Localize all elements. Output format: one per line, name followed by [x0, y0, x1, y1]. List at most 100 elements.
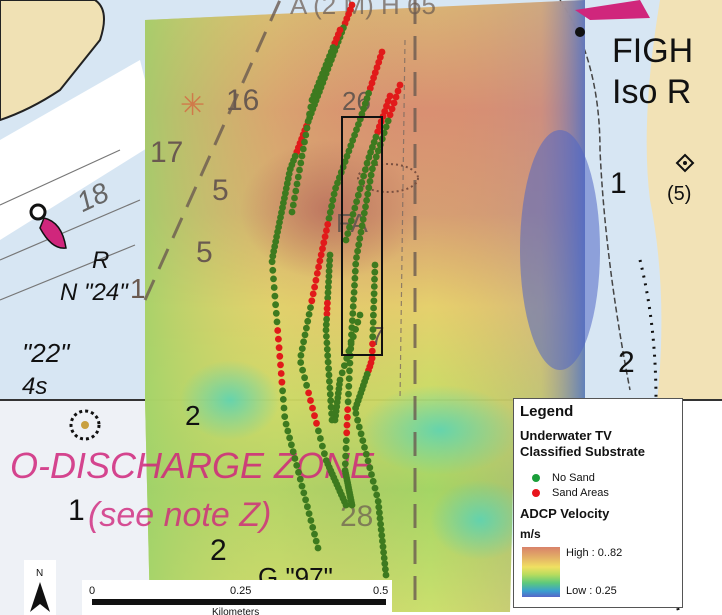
no-sand-point	[366, 464, 374, 472]
red-buoy-r-icon	[29, 203, 67, 249]
no-sand-point	[326, 208, 334, 216]
label-fight: FIGH	[612, 32, 693, 70]
no-sand-point	[352, 260, 360, 268]
no-sand-point	[270, 275, 277, 283]
no-sand-point	[338, 369, 346, 377]
no-sand-point	[357, 430, 365, 438]
no-sand-point	[299, 145, 307, 153]
label-depth-16: 16	[226, 84, 259, 117]
survey-tracks	[268, 1, 404, 579]
no-sand-point	[341, 158, 349, 166]
no-sand-point	[349, 303, 357, 310]
sand-area-point	[321, 233, 329, 241]
north-arrow-icon: N	[24, 560, 56, 615]
no-sand-point	[360, 172, 367, 180]
no-sand-point	[371, 275, 378, 283]
sand-area-point	[390, 99, 398, 107]
label-depth-2b: 2	[185, 400, 201, 431]
no-sand-point	[349, 310, 357, 317]
spot-sounding-icon	[675, 153, 695, 173]
no-sand-point	[369, 477, 377, 485]
no-sand-point	[379, 537, 386, 545]
sand-area-point	[305, 389, 312, 397]
sand-area-point	[343, 429, 351, 437]
no-sand-point	[327, 403, 335, 411]
sand-area-point	[309, 404, 316, 412]
legend-item-sand-areas-label: Sand Areas	[552, 486, 609, 499]
no-sand-point	[371, 268, 379, 276]
no-sand-point	[288, 441, 295, 449]
no-sand-point	[298, 152, 306, 160]
no-sand-point	[370, 311, 377, 319]
sand-area-point	[313, 270, 321, 277]
label-buoy-4s: 4s	[22, 373, 47, 400]
no-sand-point	[279, 387, 286, 395]
no-sand-point	[304, 503, 311, 511]
no-sand-point	[301, 331, 309, 339]
no-sand-point	[289, 201, 297, 209]
no-sand-point	[382, 571, 390, 579]
no-sand-point	[365, 154, 373, 161]
no-sand-point	[300, 489, 308, 497]
no-sand-point	[370, 290, 378, 298]
no-sand-point	[354, 191, 362, 199]
no-sand-point	[382, 123, 390, 131]
legend-low-label: Low : 0.25	[566, 585, 617, 597]
no-sand-point	[325, 365, 332, 372]
no-sand-point	[325, 267, 333, 275]
sand-area-point	[309, 290, 317, 298]
sand-area-point	[369, 340, 376, 348]
no-sand-point	[349, 333, 357, 341]
no-sand-point	[352, 410, 360, 417]
sand-area-point	[370, 74, 377, 82]
no-sand-point	[380, 554, 388, 562]
no-sand-point	[342, 501, 350, 509]
study-area-box	[341, 116, 383, 356]
no-sand-point	[304, 117, 312, 125]
no-sand-point	[358, 110, 366, 118]
no-sand-point	[382, 565, 389, 573]
no-sand-point	[363, 95, 371, 102]
no-sand-point	[293, 462, 301, 469]
no-sand-point	[365, 184, 373, 192]
no-sand-point	[376, 515, 384, 522]
no-sand-point	[293, 180, 301, 188]
sand-area-point	[323, 310, 331, 318]
sand-area-point	[343, 421, 351, 429]
no-sand-point	[295, 468, 302, 476]
no-sand-point	[291, 194, 298, 202]
sand-area-point	[375, 58, 383, 66]
sand-area-point	[376, 53, 384, 61]
no-sand-point	[357, 228, 365, 236]
sand-area-point	[394, 87, 402, 95]
no-sand-point	[288, 208, 296, 216]
no-sand-point	[319, 442, 326, 450]
no-sand-point	[350, 296, 357, 303]
no-sand-point	[378, 532, 386, 539]
no-sand-point	[359, 437, 367, 444]
no-sand-point	[272, 301, 279, 309]
no-sand-point	[361, 100, 369, 107]
label-depth-1b: 1	[610, 167, 627, 200]
no-sand-point	[375, 503, 383, 511]
no-sand-point	[377, 526, 385, 534]
no-sand-point	[370, 297, 378, 305]
sand-area-point	[277, 370, 285, 377]
no-sand-point	[354, 318, 362, 326]
no-sand-point	[324, 358, 332, 366]
no-sand-point	[366, 178, 374, 185]
no-sand-dot-icon	[532, 473, 540, 482]
no-sand-point	[343, 354, 351, 362]
sand-area-point	[313, 419, 320, 427]
rock-symbol-icon	[69, 409, 101, 441]
no-sand-point	[279, 396, 287, 403]
no-sand-point	[343, 152, 351, 160]
sand-area-point	[311, 412, 318, 420]
no-sand-point	[324, 283, 332, 291]
no-sand-point	[351, 282, 358, 289]
sand-area-point	[323, 227, 330, 234]
no-sand-point	[329, 196, 337, 204]
no-sand-point	[326, 262, 333, 270]
no-sand-point	[356, 311, 364, 319]
no-sand-point	[371, 261, 379, 269]
